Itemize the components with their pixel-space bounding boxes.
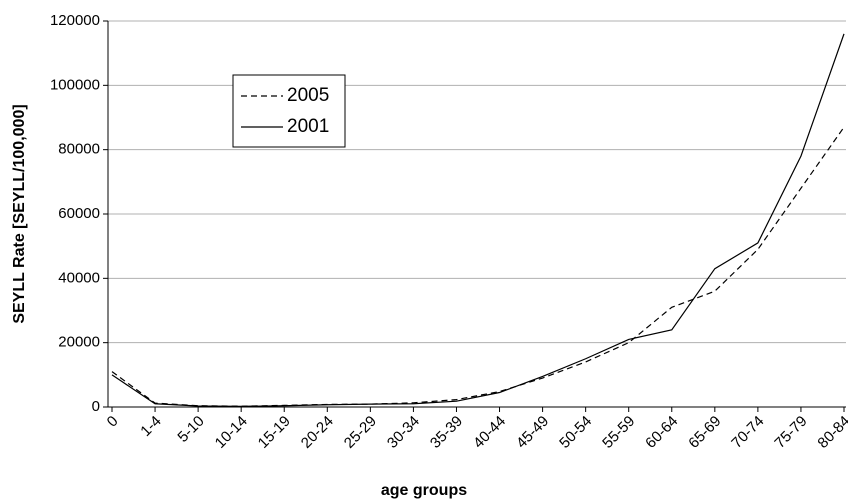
x-tick-label: 55-59: [599, 413, 638, 452]
x-tick-label: 0: [104, 413, 122, 431]
x-tick-label: 45-49: [513, 413, 552, 452]
x-tick-label: 15-19: [255, 413, 294, 452]
x-tick-label: 50-54: [556, 413, 595, 452]
x-tick-label: 5-10: [174, 413, 207, 446]
x-tick-label: 20-24: [298, 413, 337, 452]
y-tick-label: 20000: [58, 334, 100, 351]
legend-label: 2005: [287, 85, 329, 106]
legend-box: [232, 74, 346, 148]
x-axis-title: age groups: [381, 482, 467, 499]
y-axis-title: SEYLL Rate [SEYLL/100,000]: [11, 104, 28, 323]
x-tick-label: 10-14: [212, 413, 251, 452]
x-tick-label: 25-29: [341, 413, 380, 452]
x-tick-label: 1-4: [137, 413, 164, 440]
series-line: [111, 33, 845, 407]
x-tick-label: 65-69: [685, 413, 724, 452]
y-tick-label: 80000: [58, 141, 100, 158]
x-tick-label: 35-39: [427, 413, 466, 452]
series-line: [111, 126, 845, 407]
y-tick-label: 120000: [50, 12, 100, 29]
x-tick-label: 60-64: [642, 413, 681, 452]
y-tick-label: 100000: [50, 76, 100, 93]
y-tick-label: 60000: [58, 205, 100, 222]
x-tick-label: 40-44: [470, 413, 509, 452]
x-tick-label: 30-34: [384, 413, 423, 452]
y-tick-label: 40000: [58, 269, 100, 286]
legend-label: 2001: [287, 116, 329, 137]
y-tick-label: 0: [92, 398, 100, 415]
x-tick-label: 80-84: [814, 413, 848, 452]
x-tick-label: 75-79: [771, 413, 810, 452]
x-tick-label: 70-74: [728, 413, 767, 452]
